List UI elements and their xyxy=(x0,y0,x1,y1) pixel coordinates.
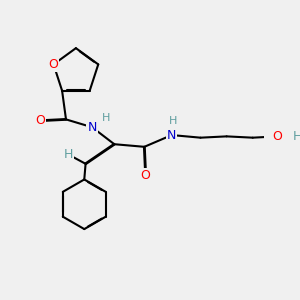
Text: H: H xyxy=(102,113,111,123)
Text: N: N xyxy=(167,129,176,142)
Text: H: H xyxy=(169,116,177,126)
Text: O: O xyxy=(273,130,283,143)
Text: H: H xyxy=(64,148,73,161)
Text: O: O xyxy=(35,114,45,127)
Text: H: H xyxy=(292,130,300,143)
Text: O: O xyxy=(49,58,58,71)
Text: N: N xyxy=(87,121,97,134)
Text: O: O xyxy=(141,169,151,182)
